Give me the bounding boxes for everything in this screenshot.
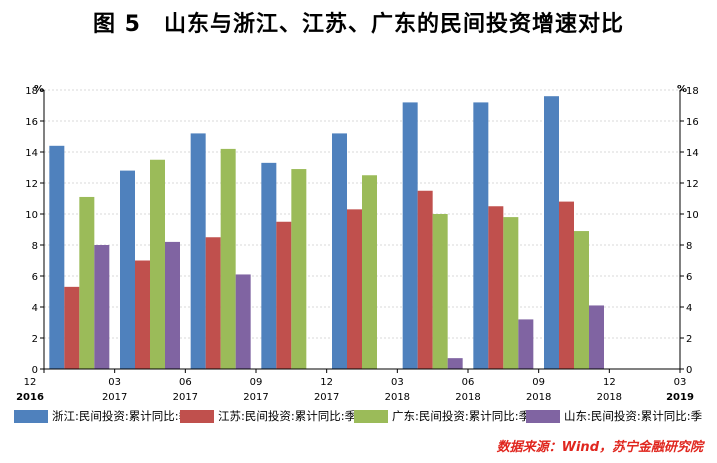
y-tick-label-right: 6 bbox=[686, 272, 692, 283]
x-tick-month: 03 bbox=[674, 377, 687, 388]
legend-swatch bbox=[354, 409, 388, 423]
y-tick-label-left: 14 bbox=[25, 148, 38, 159]
bar-shandong bbox=[235, 274, 251, 369]
x-tick-year: 2018 bbox=[455, 392, 480, 403]
y-unit-right: % bbox=[677, 84, 687, 95]
bar-shandong bbox=[518, 319, 534, 369]
legend-swatch bbox=[526, 409, 560, 423]
legend-item: 广东:民间投资:累计同比:季 bbox=[354, 408, 530, 424]
bar-guangdong bbox=[79, 196, 95, 369]
y-tick-label-left: 4 bbox=[32, 303, 38, 314]
bar-jiangsu bbox=[276, 221, 292, 369]
bar-zhejiang bbox=[402, 102, 418, 370]
legend-label: 广东:民间投资:累计同比:季 bbox=[392, 409, 531, 423]
bar-guangdong bbox=[150, 159, 165, 369]
legend-swatch bbox=[14, 409, 48, 423]
x-tick-month: 09 bbox=[532, 377, 545, 388]
bar-guangdong bbox=[574, 231, 589, 369]
bar-jiangsu bbox=[559, 201, 574, 369]
axes bbox=[40, 89, 684, 373]
x-tick-year: 2017 bbox=[314, 392, 339, 403]
bar-shandong bbox=[589, 305, 604, 369]
x-tick-month: 12 bbox=[603, 377, 616, 388]
y-tick-label-right: 12 bbox=[686, 179, 699, 190]
bar-series bbox=[49, 96, 604, 370]
y-tick-label-left: 16 bbox=[25, 117, 38, 128]
x-tick-year: 2018 bbox=[385, 392, 410, 403]
y-tick-label-right: 10 bbox=[686, 210, 699, 221]
bar-shandong bbox=[165, 241, 180, 369]
bar-jiangsu bbox=[64, 286, 80, 369]
legend-label: 山东:民间投资:累计同比:季 bbox=[564, 409, 703, 423]
y-tick-label-left: 18 bbox=[25, 86, 38, 97]
bar-shandong bbox=[447, 358, 463, 369]
bar-zhejiang bbox=[261, 162, 277, 369]
legend-label: 江苏:民间投资:累计同比:季 bbox=[218, 409, 357, 423]
x-tick-month: 12 bbox=[320, 377, 333, 388]
bar-jiangsu bbox=[347, 209, 362, 369]
legend-item: 浙江:民间投资:累计同比:季 bbox=[14, 408, 190, 424]
y-tick-label-right: 8 bbox=[686, 241, 692, 252]
bar-zhejiang bbox=[120, 170, 135, 369]
bar-guangdong bbox=[291, 169, 307, 369]
x-tick-year: 2017 bbox=[102, 392, 127, 403]
bar-jiangsu bbox=[488, 206, 504, 369]
legend-item: 江苏:民间投资:累计同比:季 bbox=[180, 408, 356, 424]
y-tick-label-right: 2 bbox=[686, 334, 692, 345]
y-tick-label-left: 2 bbox=[32, 334, 38, 345]
x-tick-year: 2016 bbox=[16, 392, 44, 403]
y-tick-label-right: 0 bbox=[686, 365, 692, 376]
legend-swatch bbox=[180, 409, 214, 423]
y-tick-label-right: 4 bbox=[686, 303, 692, 314]
y-tick-label-left: 0 bbox=[32, 365, 38, 376]
bar-zhejiang bbox=[473, 102, 489, 370]
bar-zhejiang bbox=[49, 145, 65, 369]
y-tick-label-left: 12 bbox=[25, 179, 38, 190]
bar-zhejiang bbox=[332, 133, 347, 369]
bar-jiangsu bbox=[417, 190, 433, 369]
x-tick-month: 03 bbox=[108, 377, 121, 388]
x-tick-month: 03 bbox=[391, 377, 404, 388]
x-tick-year: 2018 bbox=[597, 392, 622, 403]
bar-jiangsu bbox=[205, 237, 221, 369]
x-tick-year: 2019 bbox=[666, 392, 694, 403]
bar-jiangsu bbox=[135, 260, 150, 369]
chart-title: 图 5 山东与浙江、江苏、广东的民间投资增速对比 bbox=[93, 12, 624, 37]
x-tick-month: 06 bbox=[179, 377, 192, 388]
x-tick-month: 09 bbox=[250, 377, 263, 388]
y-tick-label-right: 16 bbox=[686, 117, 699, 128]
x-tick-year: 2017 bbox=[173, 392, 198, 403]
bar-guangdong bbox=[220, 148, 236, 369]
y-tick-label-right: 14 bbox=[686, 148, 699, 159]
source-note: 数据来源：Wind，苏宁金融研究院 bbox=[496, 440, 703, 455]
x-tick-year: 2017 bbox=[243, 392, 268, 403]
bar-shandong bbox=[94, 245, 110, 369]
y-tick-label-left: 8 bbox=[32, 241, 38, 252]
bar-guangdong bbox=[362, 175, 377, 369]
legend: 浙江:民间投资:累计同比:季 江苏:民间投资:累计同比:季 广东:民间投资:累计同比… bbox=[14, 408, 714, 428]
x-tick-month: 06 bbox=[462, 377, 475, 388]
bar-zhejiang bbox=[544, 96, 559, 369]
tick-labels: 0 0 2 2 4 4 6 6 8 8 10 10 12 12 14 14 16 16 18 18 12 2016 03 20… bbox=[16, 86, 699, 403]
y-tick-label-left: 10 bbox=[25, 210, 38, 221]
bar-guangdong bbox=[503, 217, 519, 369]
y-tick-label-left: 6 bbox=[32, 272, 38, 283]
bar-guangdong bbox=[432, 214, 448, 369]
legend-label: 浙江:民间投资:累计同比:季 bbox=[52, 409, 191, 423]
y-tick-label-right: 18 bbox=[686, 86, 699, 97]
y-unit-left: % bbox=[34, 84, 44, 95]
legend-item: 山东:民间投资:累计同比:季 bbox=[526, 408, 702, 424]
bar-zhejiang bbox=[190, 133, 206, 369]
x-tick-year: 2018 bbox=[526, 392, 551, 403]
x-tick-month: 12 bbox=[24, 377, 37, 388]
